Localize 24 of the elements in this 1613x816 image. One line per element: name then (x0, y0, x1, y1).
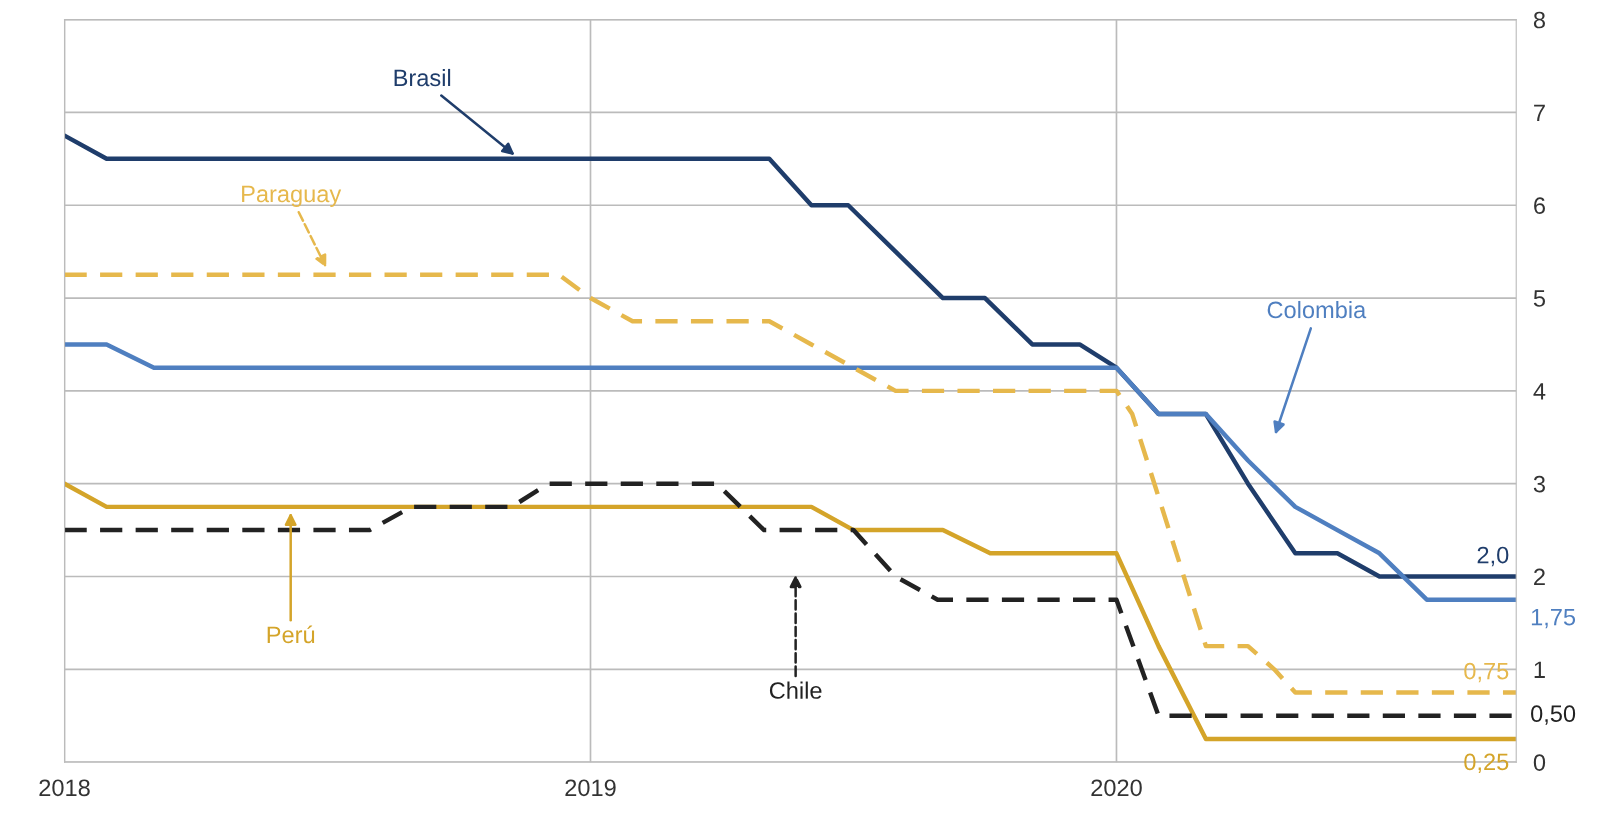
data-label: 2,0 (1477, 546, 1509, 567)
y-tick-label: 8 (1533, 11, 1545, 29)
data-label: 0,50 (1531, 705, 1576, 725)
text: Perú (267, 625, 315, 644)
y-tick-label: 0 (1533, 754, 1546, 771)
text: Paraguay (242, 185, 342, 207)
data-label: 0,75 (1464, 662, 1509, 683)
y-tick-label: 2 (1534, 568, 1545, 586)
y-tick-label: 4 (1533, 383, 1546, 400)
data-label: 1,75 (1531, 609, 1576, 629)
y-tick-label: 3 (1533, 475, 1545, 493)
x-tick-label: 2019 (565, 779, 616, 797)
line-series (64, 133, 1517, 579)
y-tick-label: 7 (1534, 104, 1545, 121)
text: Chile (769, 681, 822, 699)
data-label: 0,25 (1464, 753, 1509, 774)
text: Colombia (1267, 300, 1367, 319)
y-tick-label: 1 (1534, 661, 1545, 678)
line-series (64, 342, 1517, 602)
text: Brasil (394, 68, 451, 87)
y-tick-label: 5 (1533, 290, 1546, 307)
x-tick-label: 2020 (1091, 779, 1142, 797)
y-tick-label: 6 (1534, 197, 1545, 215)
x-tick-label: 2018 (39, 779, 90, 797)
